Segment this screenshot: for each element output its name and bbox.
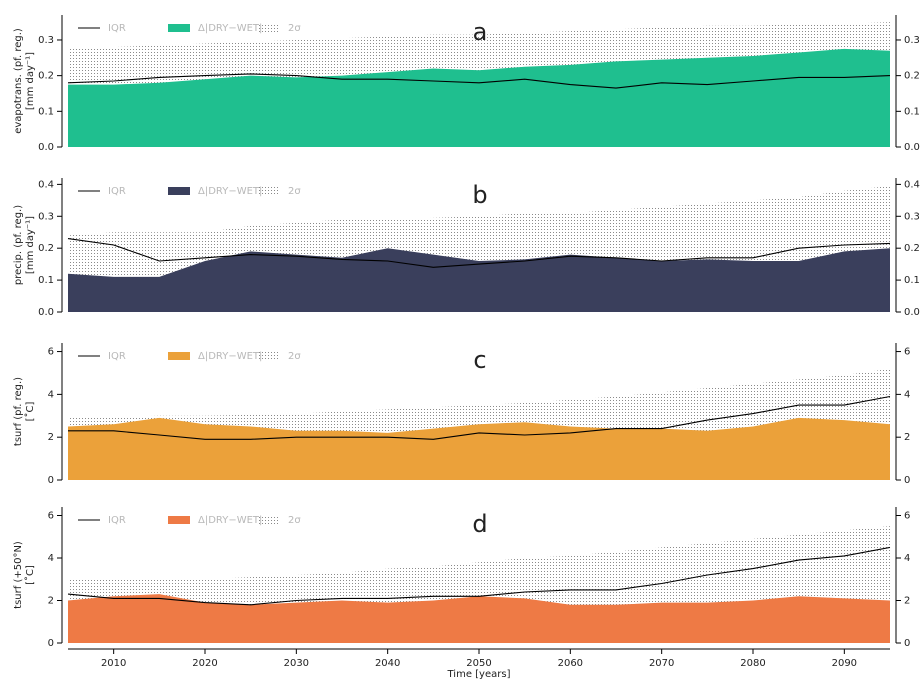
y-tick-label-right: 2 [904,596,910,607]
legend-label: IQR [108,515,126,526]
iqr-line [68,395,891,440]
legend-swatch [168,516,190,524]
y-axis-label: [mm day⁻¹] [25,216,36,274]
legend-swatch [258,24,280,32]
x-tick-label: 2070 [649,658,674,669]
legend-label: Δ|DRY−WET| [198,23,262,34]
legend-label: Δ|DRY−WET| [198,186,262,197]
delta-area [68,48,890,147]
y-tick-label: 0.0 [38,307,54,318]
y-tick-label: 2 [48,432,54,443]
legend-swatch [168,187,190,195]
legend-swatch [258,187,280,195]
y-tick-label: 0.2 [38,243,54,254]
y-tick-label-right: 6 [904,511,910,522]
y-tick-label-right: 0.2 [904,71,920,82]
y-tick-label-right: 0.0 [904,142,920,153]
y-tick-label: 0.1 [38,106,54,117]
y-tick-label-right: 6 [904,347,910,358]
y-tick-label: 0.4 [38,179,54,190]
y-tick-label: 0.2 [38,71,54,82]
y-axis-label: tsurf (pf. reg.) [13,377,24,446]
x-tick-label: 2040 [375,658,400,669]
y-tick-label-right: 0.1 [904,106,920,117]
y-axis-label: [˚C] [24,402,36,422]
x-tick-label: 2010 [101,658,126,669]
legend-label: Δ|DRY−WET| [198,351,262,362]
y-tick-label-right: 0.1 [904,275,920,286]
y-tick-label: 6 [48,511,54,522]
panel-label: a [473,18,488,46]
y-tick-label: 0 [48,638,54,649]
y-tick-label: 0.1 [38,275,54,286]
panel-label: b [472,181,487,209]
y-tick-label-right: 0 [904,475,910,486]
y-tick-label: 6 [48,347,54,358]
x-axis-label: Time [years] [447,669,511,680]
legend-label: IQR [108,23,126,34]
y-tick-label-right: 0.0 [904,307,920,318]
x-tick-label: 2020 [192,658,217,669]
x-tick-label: 2090 [832,658,857,669]
iqr-line [67,546,891,606]
iqr-line [67,73,891,89]
x-tick-label: 2060 [558,658,583,669]
x-tick-label: 2050 [466,658,491,669]
y-axis-label: tsurf (+50°N) [13,541,24,609]
y-axis-label: [mm day⁻¹] [25,52,36,110]
legend-swatch [168,352,190,360]
y-tick-label: 4 [48,389,54,400]
y-tick-label-right: 4 [904,553,910,564]
y-tick-label: 4 [48,553,54,564]
x-tick-label: 2080 [740,658,765,669]
y-tick-label-right: 4 [904,389,910,400]
y-axis-label: precip. (pf. reg.) [13,205,24,285]
y-tick-label-right: 0 [904,638,910,649]
legend-label: IQR [108,186,126,197]
legend-label: 2σ [288,351,301,362]
y-tick-label: 0 [48,475,54,486]
panel-label: c [473,346,486,374]
delta-area [68,417,890,480]
iqr-line [67,238,891,268]
y-tick-label: 0.3 [38,35,54,46]
legend-label: Δ|DRY−WET| [198,515,262,526]
delta-area [68,594,890,643]
y-tick-label: 0.0 [38,142,54,153]
y-tick-label-right: 0.3 [904,211,920,222]
y-axis-label: [˚C] [24,565,36,585]
legend-label: 2σ [288,186,301,197]
y-tick-label-right: 0.4 [904,179,920,190]
legend-label: 2σ [288,23,301,34]
legend-label: 2σ [288,515,301,526]
delta-area [68,248,890,312]
legend-swatch [258,352,280,360]
y-tick-label-right: 0.3 [904,35,920,46]
legend-label: IQR [108,351,126,362]
y-tick-label-right: 2 [904,432,910,443]
y-tick-label: 0.3 [38,211,54,222]
panel-label: d [472,510,487,538]
y-tick-label-right: 0.2 [904,243,920,254]
y-tick-label: 2 [48,596,54,607]
legend-swatch [168,24,190,32]
y-axis-label: evapotrans. (pf. reg.) [13,28,24,134]
legend-swatch [258,516,280,524]
x-tick-label: 2030 [284,658,309,669]
